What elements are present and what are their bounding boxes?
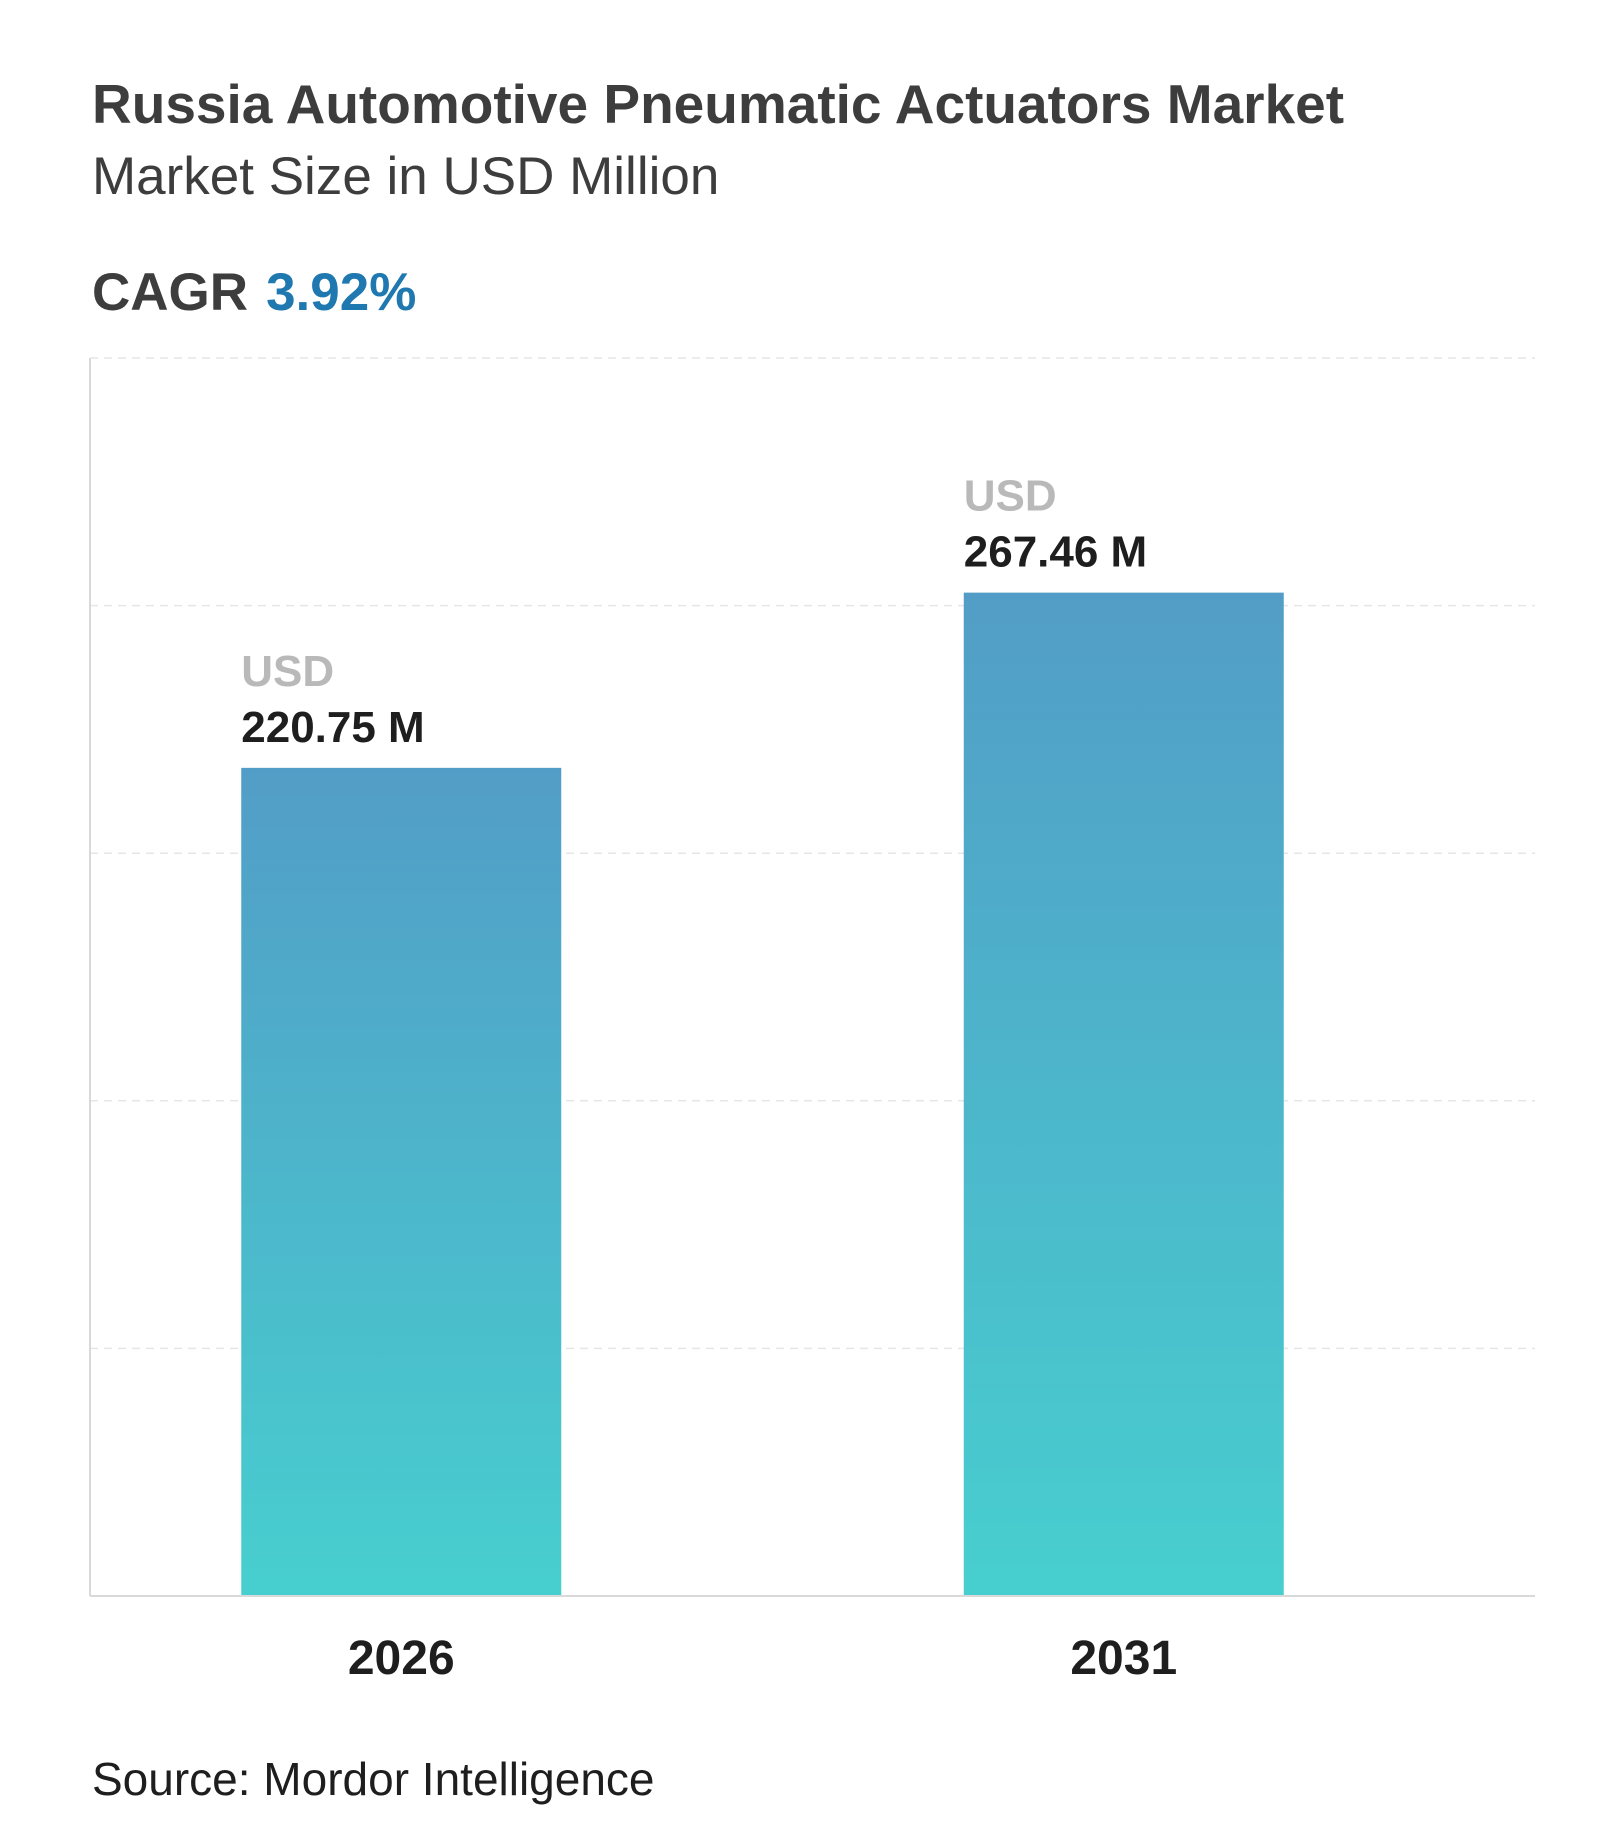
source-note: Source: Mordor Intelligence: [92, 1753, 655, 1805]
data-label-unit-2031: USD: [964, 472, 1057, 521]
x-axis-ticks: 2026 2031: [348, 1632, 1177, 1685]
chart-subtitle: Market Size in USD Million: [92, 147, 720, 206]
chart-title: Russia Automotive Pneumatic Actuators Ma…: [92, 73, 1345, 135]
data-label-value-2026: 220.75 M: [241, 703, 424, 752]
x-tick-label-2026: 2026: [348, 1632, 455, 1685]
cagr-value: 3.92%: [266, 263, 417, 322]
bar-2026: [241, 767, 562, 1596]
cagr-label: CAGR: [92, 263, 249, 322]
data-label-unit-2026: USD: [241, 647, 334, 696]
bars: [241, 592, 1284, 1596]
data-labels: USD 220.75 M USD 267.46 M: [241, 472, 1147, 752]
bar-2031: [963, 592, 1284, 1596]
data-label-value-2031: 267.46 M: [964, 528, 1147, 577]
x-tick-label-2031: 2031: [1070, 1632, 1177, 1685]
cagr-readout: CAGR 3.92%: [92, 262, 416, 323]
axes: [89, 358, 1535, 1597]
